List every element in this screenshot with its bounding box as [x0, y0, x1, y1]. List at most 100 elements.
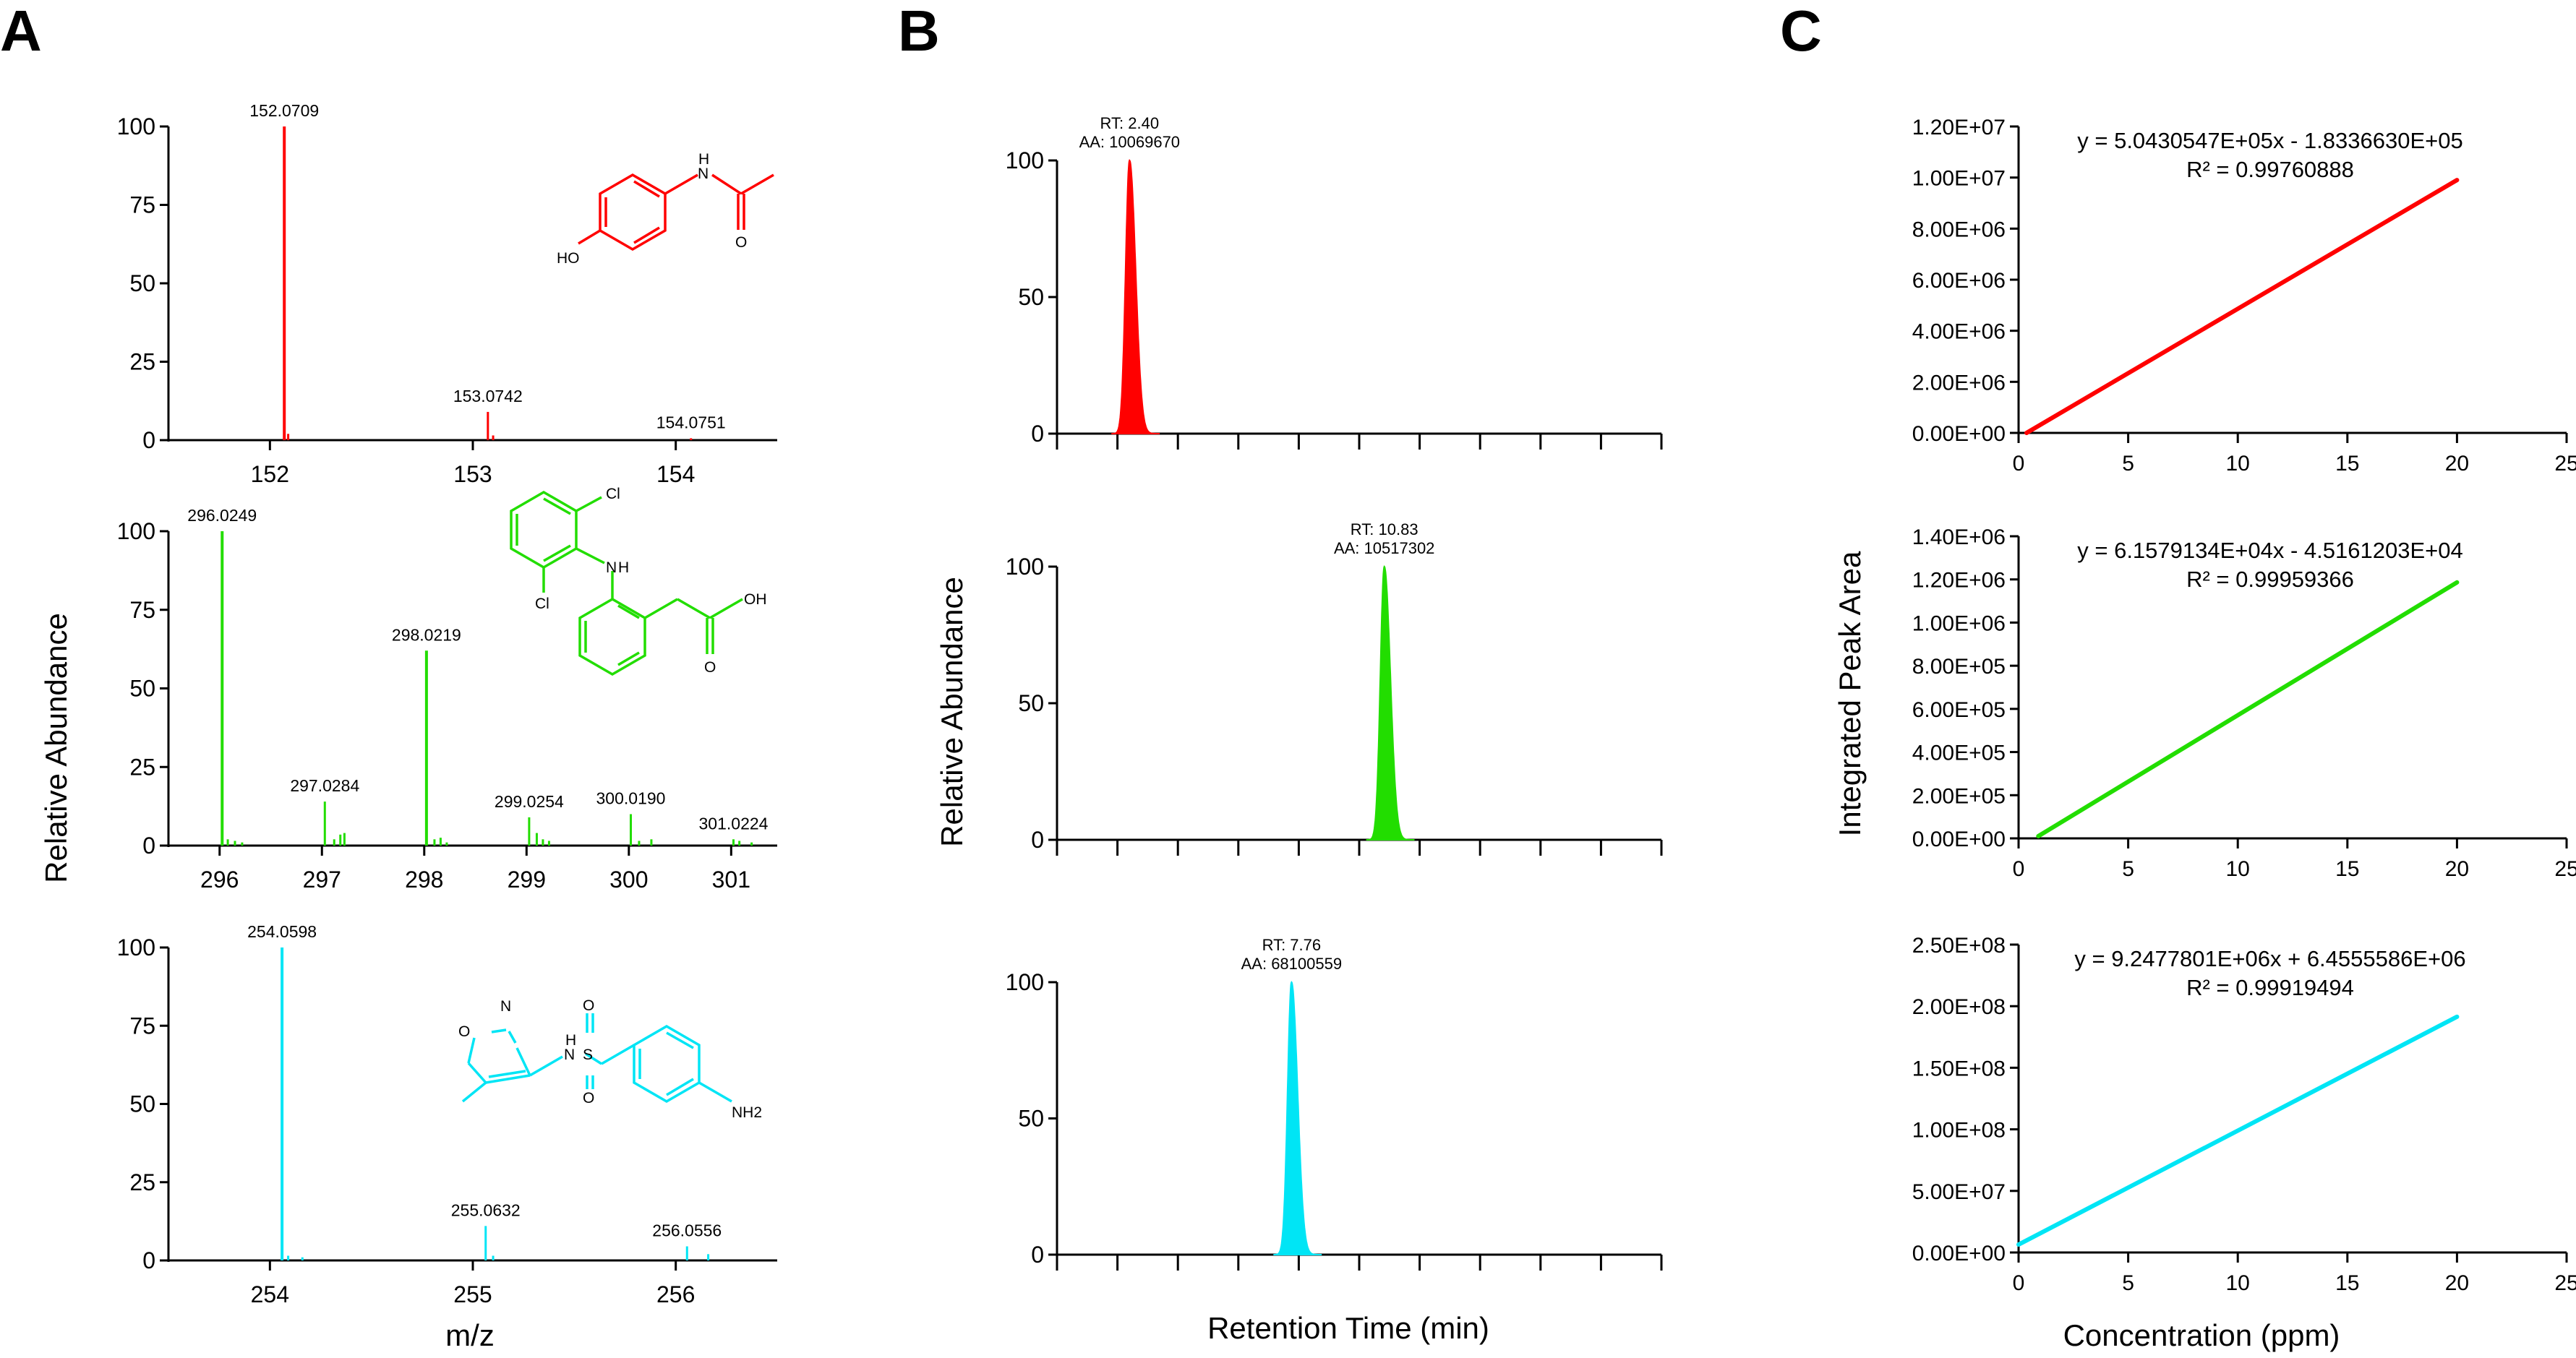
structure-sulfamethoxazole-n-ring: N: [500, 998, 511, 1015]
x-tick-label: 10: [2226, 857, 2250, 881]
y-tick-label: 100: [1006, 969, 1044, 995]
x-tick-label: 299: [508, 867, 546, 893]
structure-acetaminophen-o: O: [735, 234, 747, 251]
x-tick-label: 20: [2445, 1271, 2469, 1295]
y-tick-label: 25: [129, 1169, 155, 1195]
structure-sulfamethoxazole-o-ring: O: [458, 1023, 470, 1040]
y-tick-label: 4.00E+05: [1912, 742, 2006, 765]
r-squared-label: R² = 0.99919494: [2186, 975, 2354, 1000]
y-tick-label: 100: [117, 113, 155, 139]
structure-sulfamethoxazole-o-bottom: O: [583, 1090, 594, 1106]
x-tick-label: 296: [200, 867, 239, 893]
mass-spectrum-acetaminophen: 0 25 50 75 100 152 153 154 152.0709 153.0742 154.0…: [117, 101, 777, 487]
y-tick-label: 50: [1018, 690, 1044, 716]
x-tick-label: 300: [609, 867, 648, 893]
x-tick-label: 10: [2226, 1271, 2250, 1295]
peak-label: 297.0284: [290, 776, 359, 795]
y-tick-label: 100: [117, 518, 155, 544]
regression-equation: y = 9.2477801E+06x + 6.4555586E+06: [2074, 946, 2465, 971]
panel-c-x-axis-title: Concentration (ppm): [2063, 1318, 2340, 1352]
regression-equation: y = 5.0430547E+05x - 1.8336630E+05: [2077, 128, 2462, 153]
y-tick-label: 100: [117, 934, 155, 961]
y-tick-label: 1.40E+06: [1912, 525, 2006, 549]
panel-c-y-axis-title: Integrated Peak Area: [1833, 551, 1867, 836]
mass-spectrum-sulfamethoxazole: 0 25 50 75 100 254 255 256 254.0598 255.0632 256.0…: [117, 922, 777, 1307]
y-tick-label: 25: [129, 349, 155, 375]
calibration-line: [2036, 580, 2460, 838]
y-tick-label: 0.00E+00: [1912, 828, 2006, 851]
y-tick-label: 75: [129, 192, 155, 218]
calibration-line: [2024, 178, 2460, 435]
y-tick-label: 1.00E+08: [1912, 1119, 2006, 1143]
y-tick-label: 1.50E+08: [1912, 1057, 2006, 1080]
structure-diclofenac-o: O: [704, 659, 716, 676]
y-tick-label: 0: [1031, 1242, 1044, 1268]
y-tick-label: 0: [142, 833, 155, 859]
x-tick-label: 5: [2122, 1271, 2134, 1295]
structure-acetaminophen-n: N: [698, 166, 709, 182]
peak-annotation-rt: RT: 10.83: [1351, 520, 1418, 538]
x-tick-label: 153: [453, 461, 492, 487]
y-tick-label: 50: [129, 1091, 155, 1117]
y-tick-label: 0: [142, 1247, 155, 1273]
structure-acetaminophen: HO N H O: [557, 151, 774, 267]
y-tick-label: 50: [1018, 1106, 1044, 1132]
x-tick-label: 254: [251, 1281, 289, 1307]
chromatogram-peak: [1366, 564, 1415, 841]
y-tick-label: 6.00E+06: [1912, 269, 2006, 293]
structure-acetaminophen-h: H: [698, 151, 709, 168]
r-squared-label: R² = 0.99760888: [2186, 157, 2354, 182]
y-tick-label: 1.00E+06: [1912, 611, 2006, 635]
x-tick-label: 0: [2013, 452, 2025, 476]
y-tick-label: 4.00E+06: [1912, 320, 2006, 344]
y-tick-label: 8.00E+05: [1912, 655, 2006, 679]
peak-label: 300.0190: [596, 789, 666, 808]
peak-annotation-area: AA: 10517302: [1334, 539, 1434, 557]
panel-b-x-axis-title: Retention Time (min): [1207, 1311, 1489, 1345]
y-tick-label: 0: [1031, 827, 1044, 853]
x-tick-label: 154: [656, 461, 695, 487]
x-tick-label: 25: [2554, 1271, 2576, 1295]
x-tick-label: 5: [2122, 857, 2134, 881]
r-squared-label: R² = 0.99959366: [2186, 567, 2354, 592]
x-tick-label: 25: [2554, 857, 2576, 881]
y-tick-label: 1.20E+07: [1912, 116, 2006, 139]
y-tick-label: 2.50E+08: [1912, 934, 2006, 958]
peak-label: 153.0742: [453, 387, 523, 405]
peak-label: 296.0249: [187, 506, 257, 525]
y-tick-label: 50: [129, 676, 155, 702]
y-tick-label: 8.00E+06: [1912, 218, 2006, 241]
structure-diclofenac: Cl N H Cl OH O: [510, 486, 767, 676]
calibration-line: [2016, 1014, 2460, 1247]
y-tick-label: 1.00E+07: [1912, 167, 2006, 191]
structure-acetaminophen-ho: HO: [557, 250, 580, 267]
peak-label: 154.0751: [656, 413, 726, 431]
y-tick-label: 75: [129, 597, 155, 623]
peak-annotation-area: AA: 10069670: [1079, 133, 1180, 151]
calibration-curve-sulfamethoxazole: 0.00E+00 5.00E+07 1.00E+08 1.50E+08 2.00E+08…: [1912, 934, 2576, 1295]
y-tick-label: 0: [1031, 421, 1044, 447]
mass-spectrum-diclofenac: 0 25 50 75 100 296 297 298 299 300 301 296.0249 297.…: [117, 506, 777, 893]
x-tick-label: 297: [303, 867, 341, 893]
x-tick-label: 15: [2335, 1271, 2359, 1295]
y-tick-label: 2.00E+05: [1912, 784, 2006, 808]
y-tick-label: 5.00E+07: [1912, 1180, 2006, 1204]
y-tick-label: 2.00E+08: [1912, 995, 2006, 1019]
structure-sulfamethoxazole-h: H: [565, 1032, 576, 1049]
chromatogram-peak: [1111, 158, 1160, 434]
peak-annotation-rt: RT: 7.76: [1262, 936, 1322, 954]
peak-annotation-area: AA: 68100559: [1241, 955, 1342, 973]
peak-label: 299.0254: [495, 792, 564, 811]
x-tick-label: 256: [656, 1281, 695, 1307]
structure-sulfamethoxazole-nh2: NH2: [732, 1104, 762, 1121]
structure-sulfamethoxazole-o-top: O: [583, 997, 594, 1014]
x-tick-label: 15: [2335, 452, 2359, 476]
calibration-curve-diclofenac: 0.00E+00 2.00E+05 4.00E+05 6.00E+05 8.00E+05…: [1912, 525, 2576, 881]
regression-equation: y = 6.1579134E+04x - 4.5161203E+04: [2077, 538, 2462, 563]
x-tick-label: 25: [2554, 452, 2576, 476]
panel-letter-b: B: [898, 0, 940, 63]
panel-a-x-axis-title: m/z: [445, 1318, 495, 1352]
x-tick-label: 20: [2445, 857, 2469, 881]
panel-letter-a: A: [0, 0, 42, 63]
